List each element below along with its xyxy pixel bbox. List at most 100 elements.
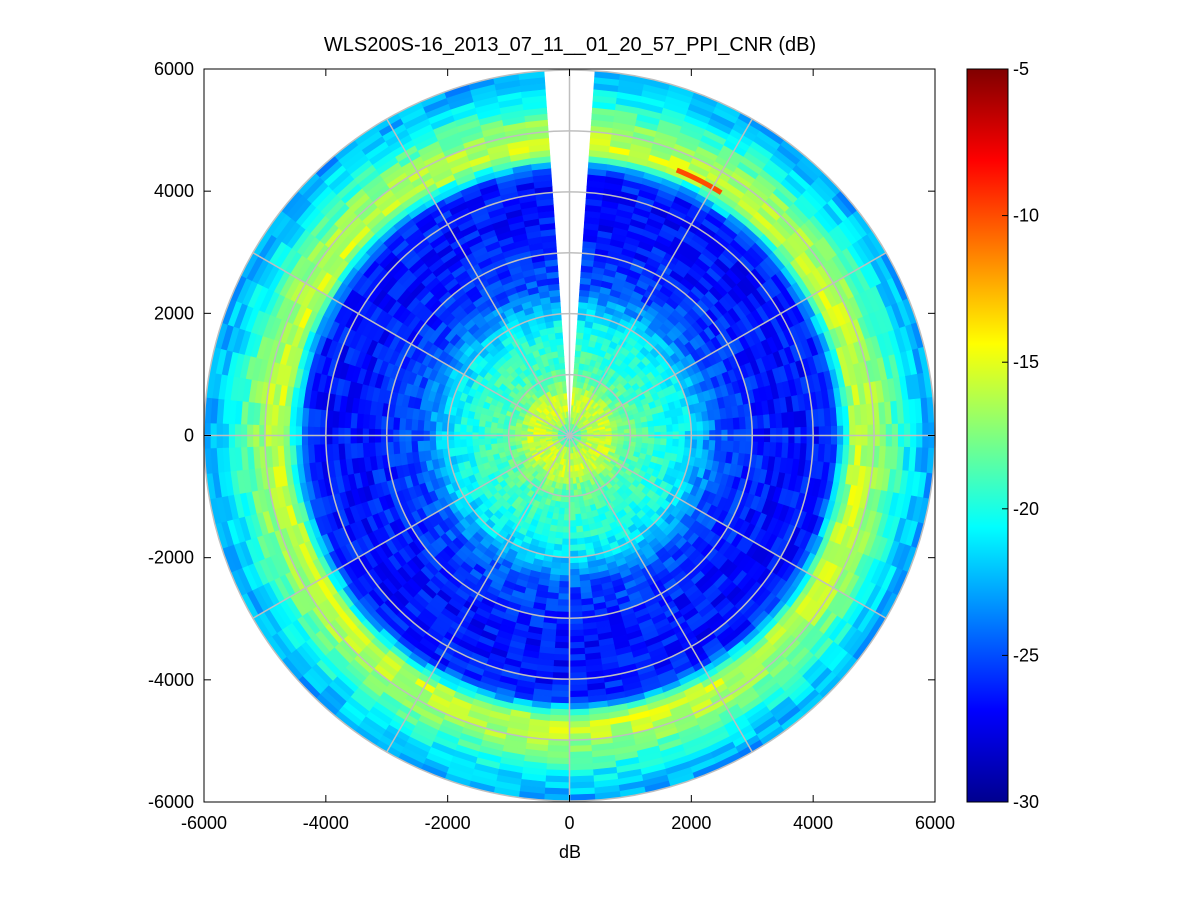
heatmap-cell: [720, 440, 729, 453]
heatmap-cell: [726, 440, 735, 454]
heatmap-cell: [545, 763, 570, 771]
heatmap-cell: [569, 502, 575, 509]
heatmap-cell: [435, 439, 443, 450]
heatmap-cell: [477, 438, 486, 446]
heatmap-cell: [550, 690, 570, 698]
heatmap-cell: [554, 635, 570, 643]
heatmap-cell: [653, 438, 662, 446]
heatmap-cell: [569, 593, 582, 601]
heatmap-cell: [569, 775, 595, 784]
heatmap-cell: [574, 513, 582, 521]
heatmap-cell: [732, 440, 741, 454]
heatmap-cell: [546, 757, 570, 765]
heatmap-cell: [575, 337, 584, 346]
heatmap-cell: [483, 437, 492, 445]
heatmap-cell: [647, 426, 656, 434]
heatmap-cell: [562, 386, 567, 394]
heatmap-cell: [549, 708, 570, 717]
heatmap-cell: [549, 714, 570, 723]
heatmap-cell: [573, 501, 581, 509]
heatmap-cell: [569, 745, 592, 753]
heatmap-cell: [553, 543, 563, 552]
heatmap-cell: [404, 440, 413, 454]
heatmap-cell: [641, 426, 649, 434]
heatmap-cell: [553, 647, 570, 656]
heatmap-cell: [550, 702, 570, 710]
heatmap-cell: [553, 325, 563, 334]
heatmap-cell: [557, 593, 570, 601]
heatmap-cell: [641, 437, 649, 445]
heatmap-cell: [726, 417, 735, 431]
heatmap-cell: [575, 331, 585, 340]
heatmap-cell: [575, 519, 583, 527]
heatmap-cell: [554, 641, 570, 650]
heatmap-cell: [563, 392, 568, 400]
heatmap-cell: [569, 696, 589, 704]
heatmap-cell: [556, 344, 564, 352]
heatmap-cell: [569, 702, 589, 710]
heatmap-cell: [678, 423, 686, 432]
heatmap-cell: [410, 440, 419, 453]
heatmap-cell: [471, 424, 479, 433]
heatmap-cell: [465, 424, 473, 433]
heatmap-cell: [564, 502, 570, 509]
heatmap-cell: [559, 562, 570, 570]
heatmap-cell: [392, 416, 401, 430]
heatmap-cell: [635, 427, 643, 434]
heatmap-cell: [453, 423, 461, 432]
heatmap-cell: [429, 420, 437, 432]
heatmap-cell: [416, 419, 425, 431]
heatmap-cell: [714, 419, 723, 431]
heatmap-cell: [666, 438, 674, 447]
heatmap-cell: [569, 605, 583, 613]
heatmap-cell: [569, 568, 580, 576]
heatmap-cell: [678, 439, 686, 448]
heatmap-cell: [569, 544, 578, 552]
heatmap-cell: [641, 421, 649, 429]
heatmap-cell: [569, 751, 593, 759]
heatmap-cell: [558, 581, 570, 589]
heatmap-cell: [563, 514, 570, 522]
heatmap-cell: [471, 438, 479, 447]
heatmap-cell: [569, 538, 578, 546]
heatmap-cell: [569, 708, 590, 717]
heatmap-cell: [544, 775, 570, 784]
heatmap-cell: [547, 745, 570, 753]
heatmap-cell: [696, 421, 704, 432]
heatmap-cell: [569, 520, 577, 528]
heatmap-cell: [564, 398, 568, 406]
heatmap-cell: [553, 319, 563, 328]
heatmap-cell: [561, 538, 570, 546]
plot-area: -6000 -4000 -2000 0 2000 4000 6000 -6000-4000-…: [148, 59, 955, 833]
heatmap-cell: [569, 526, 577, 534]
heatmap-cell: [708, 440, 716, 452]
heatmap-cell: [569, 581, 581, 589]
heatmap-cell: [569, 514, 576, 522]
heatmap-cell: [483, 426, 492, 434]
heatmap-cell: [647, 437, 656, 445]
heatmap-cell: [738, 441, 747, 455]
heatmap-cell: [555, 629, 570, 637]
heatmap-cell: [392, 441, 401, 455]
heatmap-cell: [435, 421, 443, 432]
heatmap-cell: [569, 690, 589, 698]
heatmap-cell: [553, 537, 563, 546]
heatmap-cell: [410, 418, 419, 431]
heatmap-cell: [660, 424, 668, 433]
heatmap-cell: [569, 763, 594, 771]
heatmap-cell: [569, 714, 590, 723]
heatmap-cell: [672, 438, 680, 448]
heatmap-cell: [696, 439, 704, 450]
heatmap-cell: [555, 525, 564, 534]
heatmap-cell: [490, 442, 498, 450]
heatmap-cell: [714, 440, 723, 452]
heatmap-cell: [576, 537, 586, 546]
heatmap-cell: [732, 417, 741, 431]
heatmap-cell: [496, 442, 504, 449]
heatmap-cell: [553, 653, 570, 662]
heatmap-cell: [702, 420, 710, 432]
heatmap-cell: [465, 438, 473, 447]
heatmap-cell: [548, 726, 570, 735]
heatmap-cell: [556, 519, 564, 527]
